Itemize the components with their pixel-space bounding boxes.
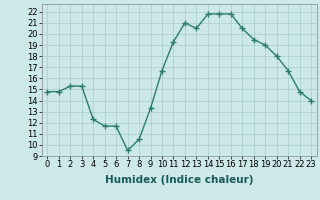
X-axis label: Humidex (Indice chaleur): Humidex (Indice chaleur) <box>105 175 253 185</box>
